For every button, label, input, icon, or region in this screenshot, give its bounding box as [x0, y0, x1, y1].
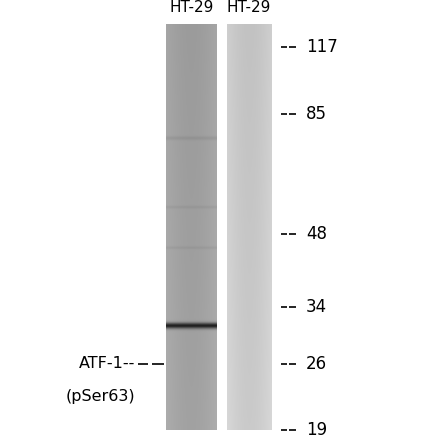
Text: 26: 26 [306, 355, 327, 373]
Text: ATF-1--: ATF-1-- [79, 356, 136, 371]
Text: 85: 85 [306, 105, 327, 123]
Text: 34: 34 [306, 298, 327, 316]
Text: (pSer63): (pSer63) [66, 389, 136, 404]
Text: 48: 48 [306, 225, 327, 243]
Text: 117: 117 [306, 37, 337, 56]
Text: HT-29: HT-29 [169, 0, 213, 15]
Text: 19: 19 [306, 421, 327, 439]
Text: HT-29: HT-29 [227, 0, 271, 15]
